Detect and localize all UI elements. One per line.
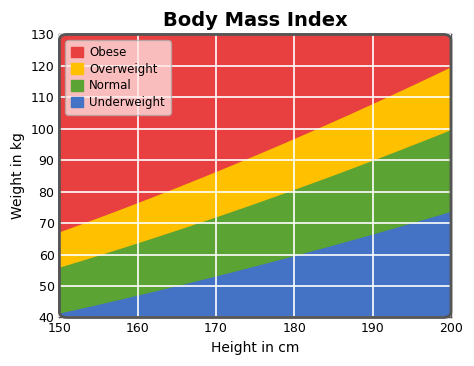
Legend: Obese, Overweight, Normal, Underweight: Obese, Overweight, Normal, Underweight — [65, 40, 171, 115]
Title: Body Mass Index: Body Mass Index — [163, 11, 347, 30]
X-axis label: Height in cm: Height in cm — [211, 341, 300, 355]
Y-axis label: Weight in kg: Weight in kg — [11, 132, 25, 219]
